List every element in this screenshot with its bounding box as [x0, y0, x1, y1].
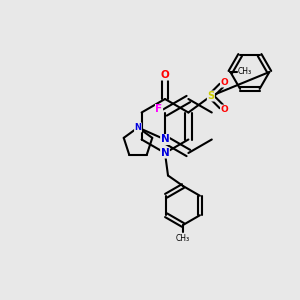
Text: CH₃: CH₃: [238, 68, 252, 76]
Text: F: F: [155, 104, 163, 115]
Text: O: O: [220, 105, 228, 114]
Text: O: O: [220, 78, 228, 87]
Text: N: N: [160, 148, 169, 158]
Text: O: O: [160, 70, 169, 80]
Text: N: N: [160, 134, 169, 145]
Text: N: N: [134, 123, 142, 132]
Text: CH₃: CH₃: [176, 234, 190, 243]
Text: S: S: [207, 91, 214, 101]
